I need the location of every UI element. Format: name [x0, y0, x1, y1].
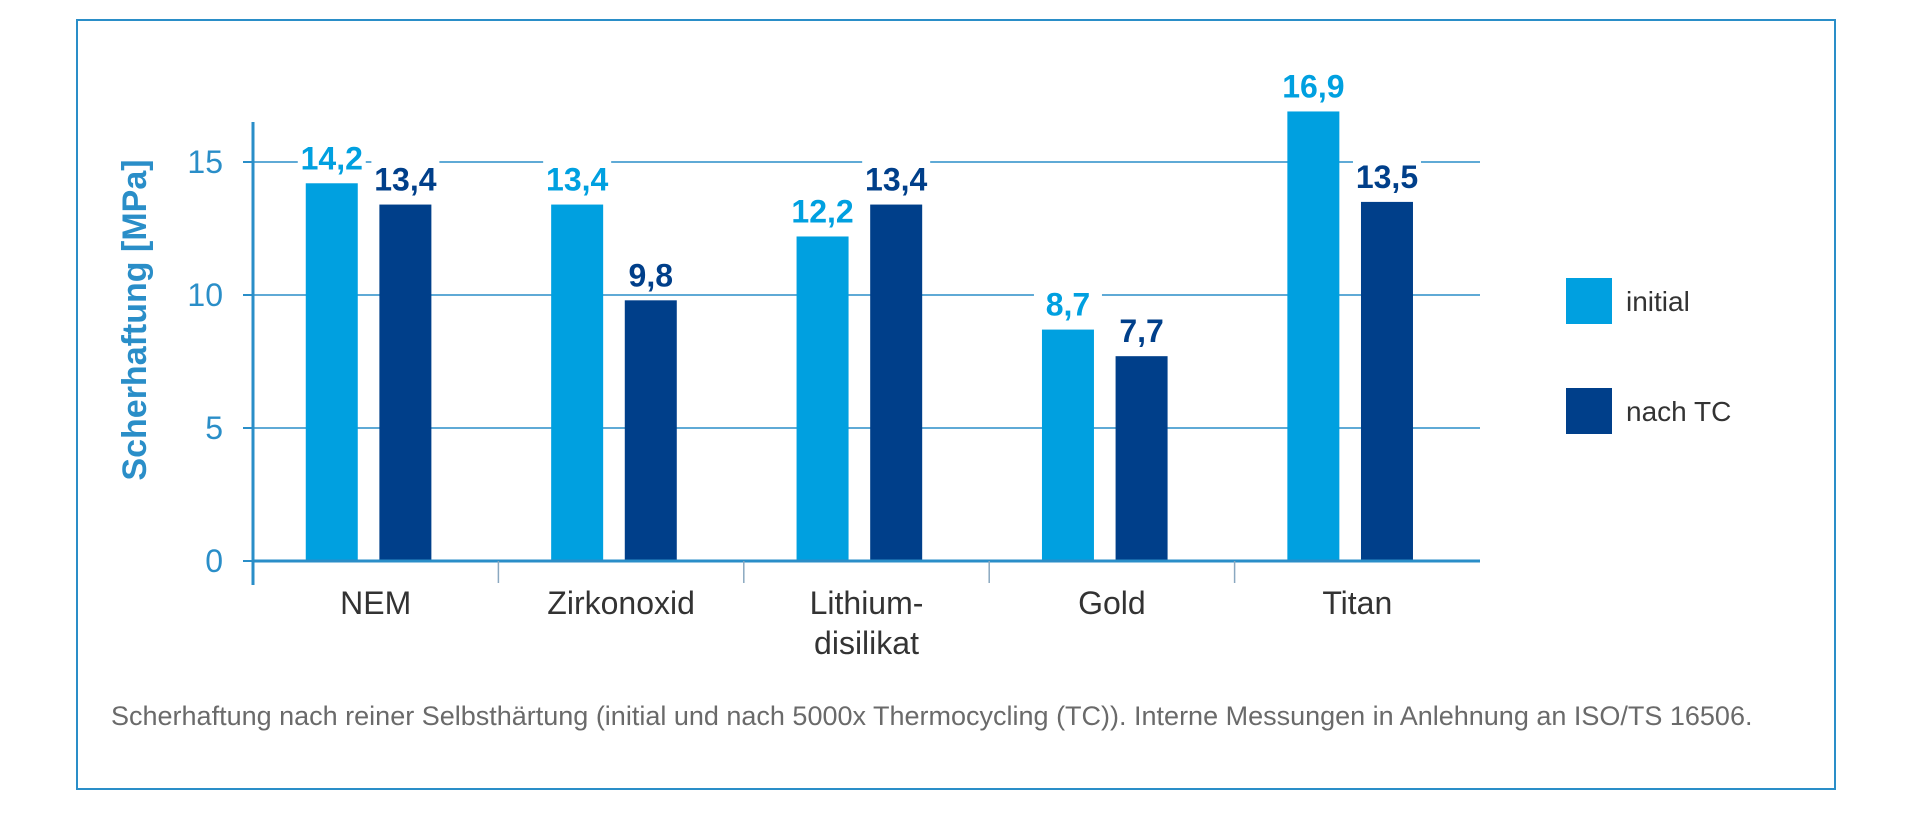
value-label-bg	[371, 160, 440, 195]
data-label: 13,4	[865, 162, 927, 198]
bar	[1360, 201, 1413, 561]
chart-frame	[76, 19, 1836, 790]
x-tick-label: Gold	[1078, 585, 1146, 621]
data-label: 14,2	[301, 140, 363, 176]
data-label: 12,2	[791, 193, 853, 229]
value-label-bg	[1033, 285, 1102, 320]
y-axis-label: Scherhaftung [MPa]	[116, 159, 154, 480]
y-tick-label: 0	[205, 543, 223, 579]
bar	[624, 300, 677, 561]
value-label-bg	[862, 160, 931, 195]
y-tick-label: 10	[187, 277, 223, 313]
legend-label: nach TC	[1626, 396, 1731, 427]
data-label: 16,9	[1282, 68, 1344, 104]
value-label-bg	[616, 256, 685, 291]
value-label-bg	[1352, 157, 1421, 192]
bar	[1041, 329, 1094, 561]
x-tick-label: Titan	[1322, 585, 1392, 621]
bar	[870, 204, 923, 561]
x-tick-label: NEM	[340, 585, 411, 621]
bar	[1287, 111, 1340, 562]
legend-swatch	[1566, 388, 1612, 434]
value-label-bg	[297, 139, 366, 174]
value-labels: 14,2 13,4 12,2 8,7 16,9 13,4 9,8 13,4 7,7 13,5	[297, 67, 1421, 349]
axes: 0 5 10 15 NEM Zirkonoxid Lithium-disilikat Gold…	[187, 122, 1480, 661]
value-label-bg	[543, 160, 612, 195]
value-label-bg	[1107, 312, 1176, 347]
data-label: 8,7	[1046, 287, 1090, 323]
bar	[1115, 356, 1168, 561]
bar	[796, 236, 849, 562]
y-tick-label: 15	[187, 144, 223, 180]
data-label: 13,4	[374, 162, 436, 198]
chart-caption: Scherhaftung nach reiner Selbsthärtung (…	[111, 701, 1753, 731]
x-tick-label: Zirkonoxid	[547, 585, 695, 621]
legend-swatch	[1566, 278, 1612, 324]
data-label: 13,4	[546, 162, 608, 198]
bar	[305, 183, 358, 561]
value-label-bg	[1279, 67, 1348, 102]
data-label: 13,5	[1356, 159, 1418, 195]
x-tick-label: Lithium-disilikat	[810, 585, 924, 661]
data-label: 9,8	[629, 257, 673, 293]
legend: initial nach TC	[1566, 278, 1731, 434]
bar	[551, 204, 604, 561]
y-tick-label: 5	[205, 410, 223, 446]
bar	[379, 204, 432, 561]
legend-label: initial	[1626, 286, 1690, 317]
bars	[305, 111, 1413, 562]
data-label: 7,7	[1119, 313, 1163, 349]
value-label-bg	[788, 192, 857, 227]
